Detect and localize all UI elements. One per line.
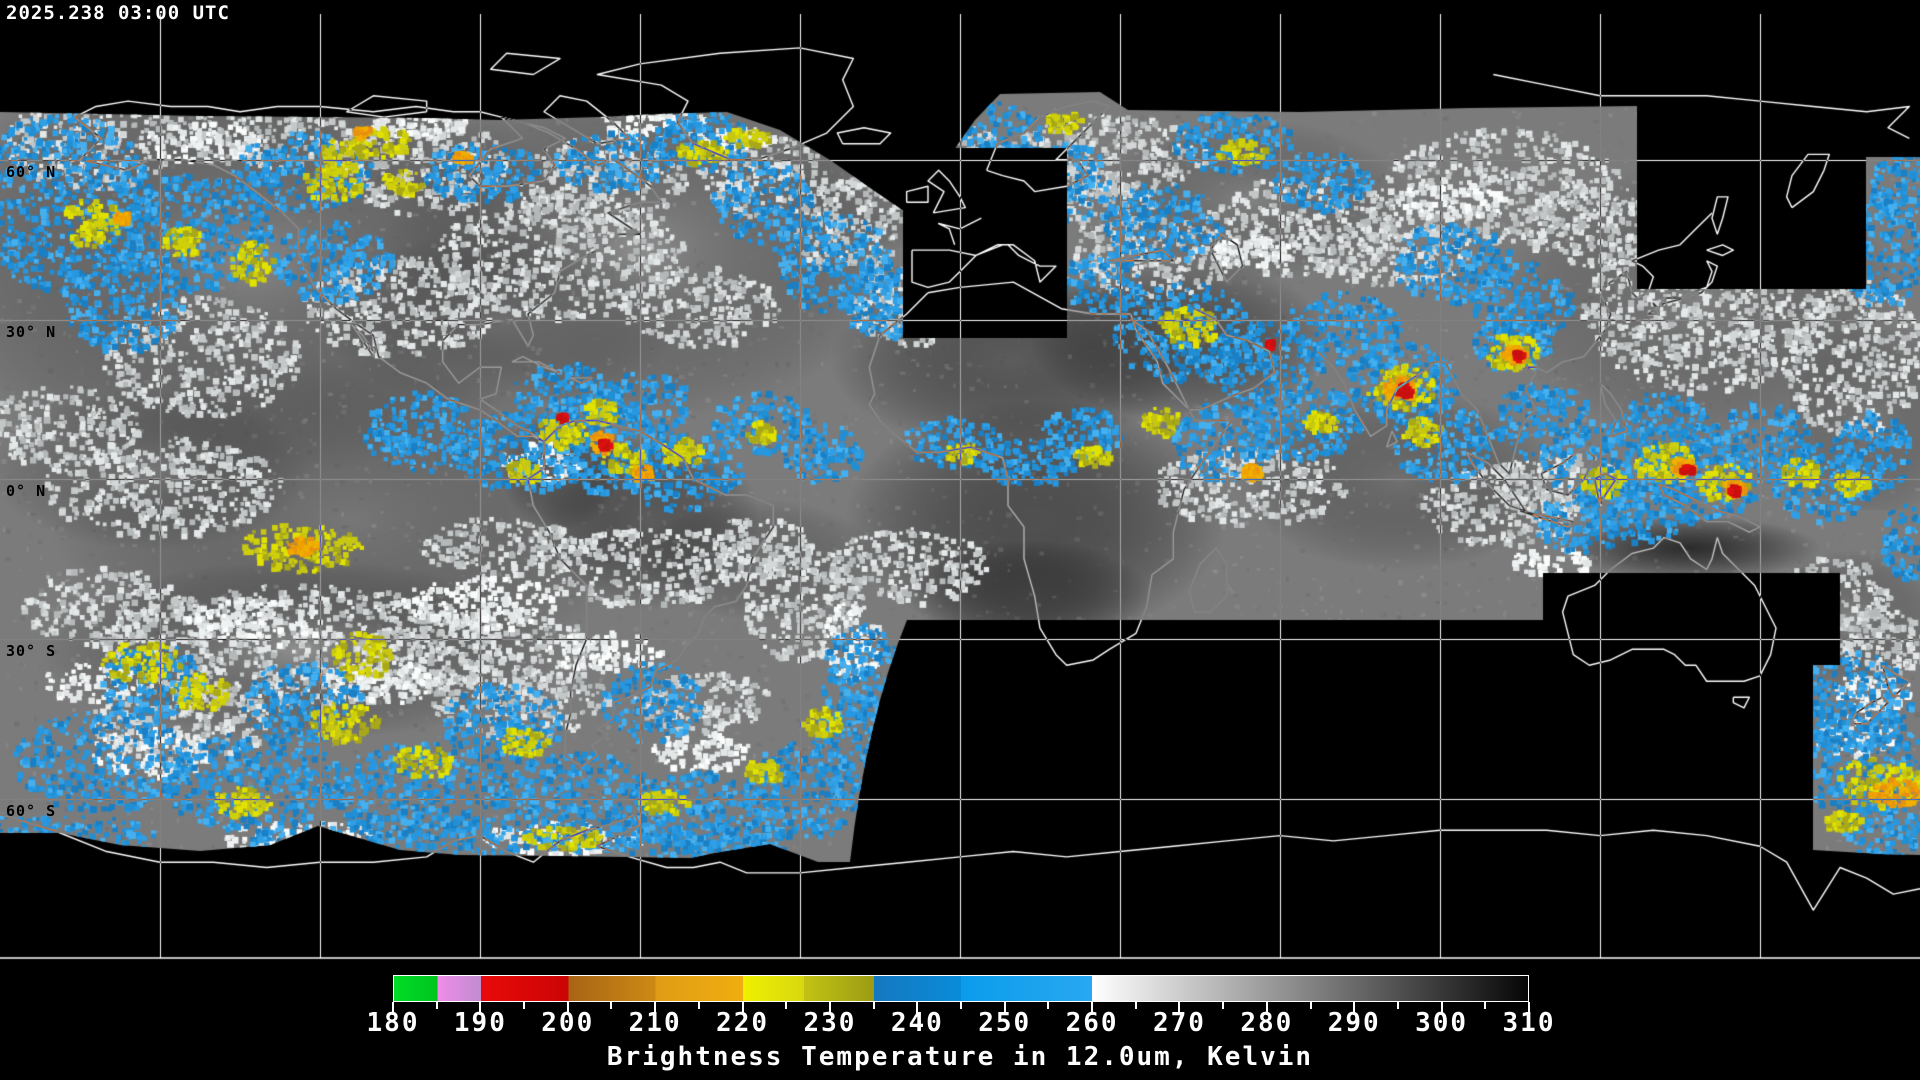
latitude-label-60s: 60° S	[6, 802, 57, 820]
latitude-label-60n: 60° N	[6, 163, 57, 181]
latitude-label-30n: 30° N	[6, 323, 57, 341]
latitude-label-0n: 0° N	[6, 482, 47, 500]
timestamp: 2025.238 03:00 UTC	[6, 2, 230, 24]
latitude-label-30s: 30° S	[6, 642, 57, 660]
